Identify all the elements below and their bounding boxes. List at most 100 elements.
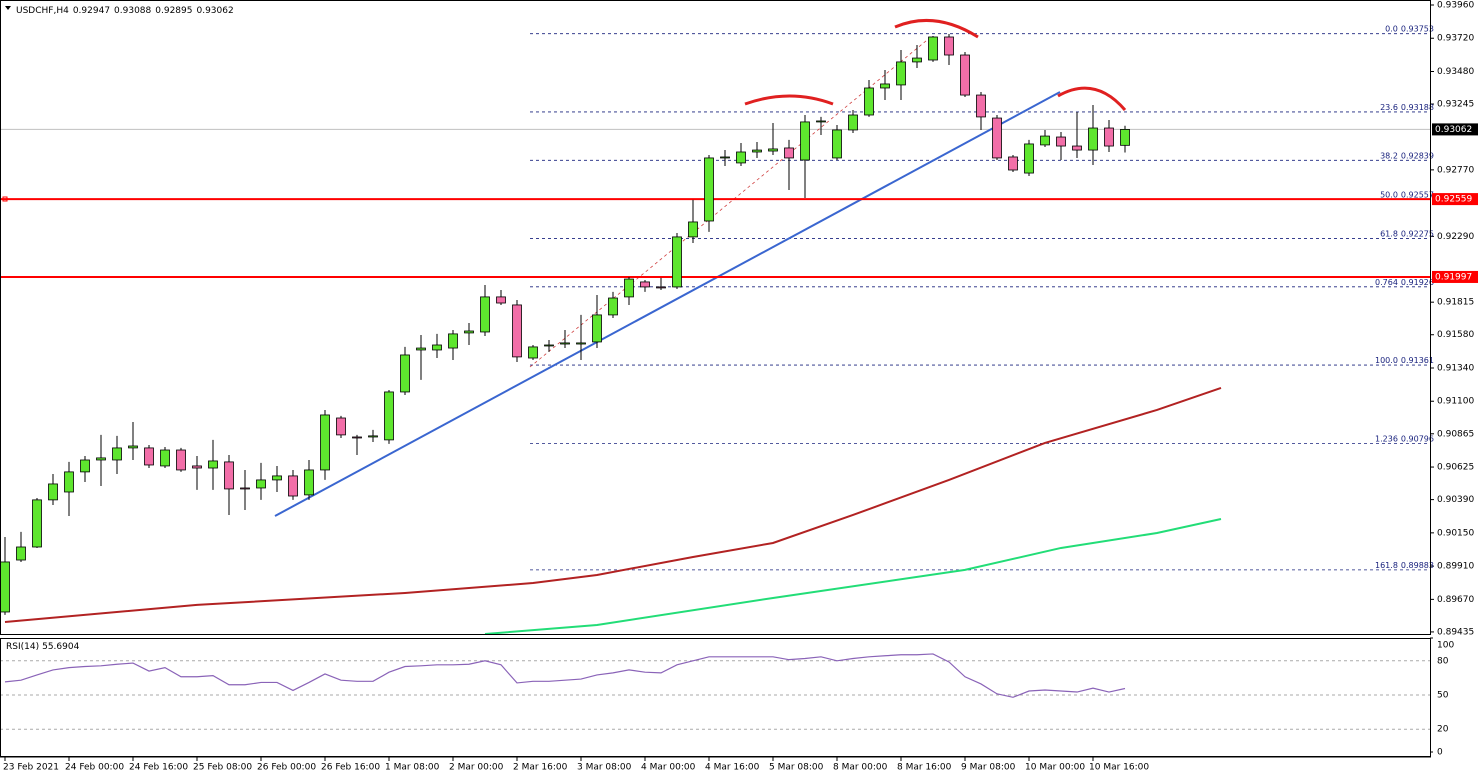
candle-body [720,156,730,159]
fib-label: 1.236 0.90796 [1375,434,1434,443]
y-tick-label: 0.93245 [1437,100,1474,110]
fib-label: 50.0 0.92557 [1380,190,1434,199]
candle-body [1024,143,1034,174]
y-tick-label: 0.93960 [1437,0,1474,10]
candle-body [592,314,602,343]
main-frame [0,0,1431,635]
ohlc-value: 0.93062 [196,6,233,16]
candle-body [144,447,154,466]
candle-body [192,465,202,469]
candle-body [624,278,634,298]
candle-body [800,121,810,161]
x-tick-label: 4 Mar 16:00 [705,763,760,773]
candle-body [80,459,90,473]
candle-body [16,546,26,561]
y-tick-label: 0.89670 [1437,595,1474,605]
fib-label: 61.8 0.92275 [1380,229,1434,238]
x-tick-label: 26 Feb 00:00 [257,763,316,773]
candle-body [160,449,170,467]
candle-body [656,286,666,289]
candle-body [928,36,938,61]
candle-body [608,297,618,316]
candle-body [896,61,906,86]
candle-body [384,391,394,441]
fib-ratio: 50.0 [1380,190,1398,199]
candle-body [1104,127,1114,147]
moving-average [4,386,1222,623]
candle-body [912,57,922,63]
candle-body [288,475,298,497]
fib-value: 0.91361 [1401,356,1434,365]
y-tick-label: 0.92290 [1437,232,1474,242]
fib-ratio: 0.764 [1375,277,1398,286]
candle-body [832,129,842,159]
candle-body [880,83,890,89]
ohlc-value: 0.92895 [155,6,192,16]
y-tick-label: 0.89435 [1437,627,1474,637]
rsi-line [4,653,1126,698]
y-tick-label: 0.91580 [1437,330,1474,340]
candle-body [960,54,970,96]
candle-body [96,457,106,461]
candle-body [784,147,794,159]
fib-value: 0.92275 [1401,229,1434,238]
x-tick-label: 26 Feb 16:00 [321,763,380,773]
y-tick-label: 0.93480 [1437,67,1474,77]
candle-body [576,342,586,345]
x-tick-label: 25 Feb 08:00 [193,763,252,773]
candle-body [816,120,826,123]
candle-body [224,461,234,490]
x-tick-label: 1 Mar 08:00 [385,763,440,773]
x-tick-label: 24 Feb 16:00 [129,763,188,773]
price-box [1432,193,1478,206]
candle-body [1088,127,1098,151]
candle-body [304,469,314,496]
candle-body [64,471,74,493]
rsi-tick-label: 80 [1437,656,1449,666]
candle-body [464,330,474,334]
candle-body [512,304,522,358]
candle-body [320,414,330,471]
y-tick-label: 0.90865 [1437,429,1474,439]
fib-value: 0.89883 [1401,560,1434,569]
x-tick-label: 8 Mar 00:00 [833,763,888,773]
fib-value: 0.93753 [1401,24,1434,33]
fib-label: 161.8 0.89883 [1375,560,1434,569]
fib-ratio: 161.8 [1375,560,1398,569]
candle-body [640,281,650,288]
x-tick-label: 23 Feb 2021 [3,763,59,773]
shoulder-arc [1057,86,1127,111]
y-tick-label: 0.89910 [1437,562,1474,572]
rsi-tick-label: 0 [1437,748,1443,758]
y-tick-label: 0.91100 [1437,397,1474,407]
symbol: USDCHF,H4 [16,6,69,16]
x-tick-label: 3 Mar 08:00 [577,763,632,773]
candle-body [336,417,346,436]
candle-body [768,148,778,152]
fib-label: 0.764 0.91926 [1375,277,1434,286]
price-box [1432,270,1478,283]
candle-body [752,149,762,153]
candle-body [864,87,874,116]
candle-body [400,354,410,393]
candle-body [976,94,986,118]
x-tick-label: 8 Mar 16:00 [897,763,952,773]
shoulder-arc [744,94,834,106]
rsi-tick-label: 20 [1437,725,1449,735]
fib-ratio: 0.0 [1385,24,1398,33]
moving-average [484,518,1222,635]
candle-body [544,344,554,347]
y-tick-label: 0.91815 [1437,298,1474,308]
fib-value: 0.90796 [1401,434,1434,443]
fib-value: 0.92839 [1401,151,1434,160]
candle-body [704,157,714,222]
trend-line [274,91,1061,517]
candle-body [32,499,42,548]
candle-body [560,342,570,345]
price-box-label: 0.92559 [1435,195,1472,205]
fib-label: 100.0 0.91361 [1375,356,1434,365]
candle-body [208,460,218,469]
candle-body [48,483,58,501]
candle-body [352,436,362,439]
